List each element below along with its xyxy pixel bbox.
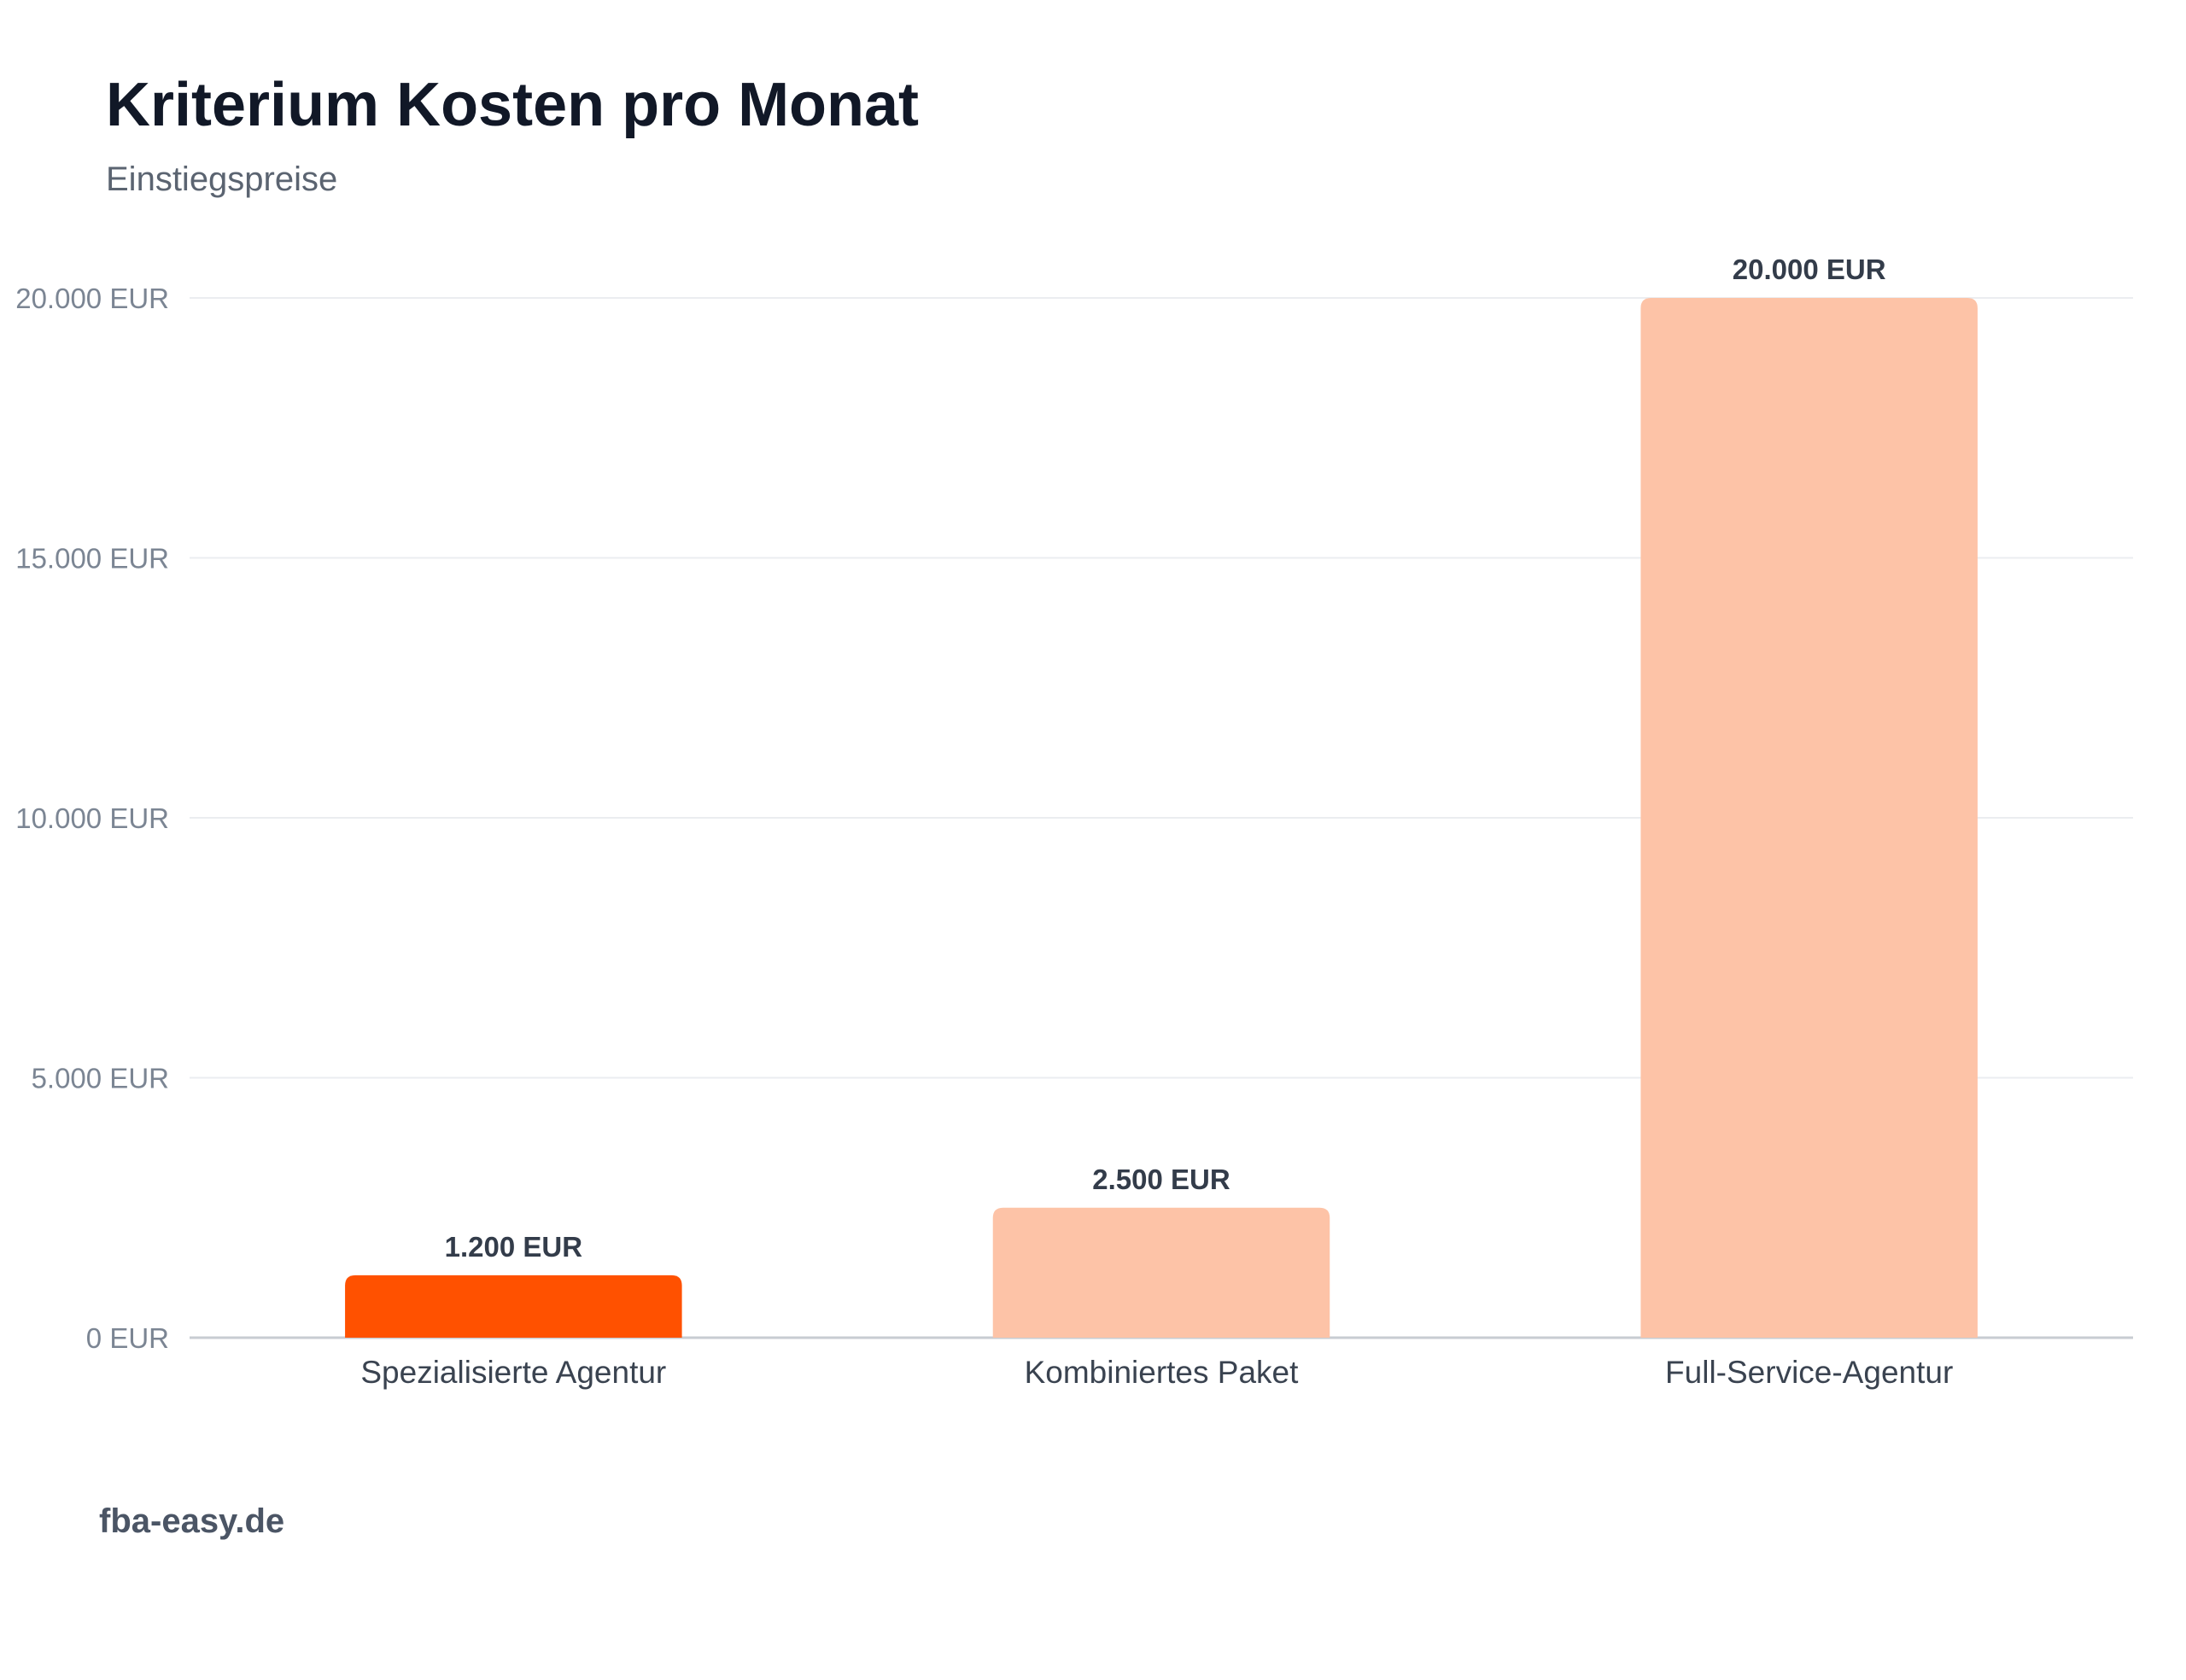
bars — [345, 298, 1978, 1338]
category-label: Full-Service-Agentur — [1665, 1355, 1953, 1390]
y-tick-label: 5.000 EUR — [32, 1063, 169, 1094]
chart-title: Kriterium Kosten pro Monat — [106, 71, 920, 139]
value-label: 1.200 EUR — [445, 1231, 583, 1263]
value-label: 2.500 EUR — [1092, 1164, 1230, 1195]
bar-1 — [345, 1275, 682, 1338]
y-tick-label: 10.000 EUR — [15, 802, 169, 834]
y-tick-label: 15.000 EUR — [15, 543, 169, 575]
bar-2 — [992, 1207, 1330, 1338]
brand-footer: fba-easy.de — [99, 1502, 285, 1540]
bar-3 — [1640, 298, 1978, 1338]
chart-subtitle: Einstiegspreise — [106, 160, 338, 198]
category-label: Kombiniertes Paket — [1025, 1355, 1300, 1390]
y-tick-label: 0 EUR — [86, 1322, 169, 1354]
category-label: Spezialisierte Agentur — [360, 1355, 666, 1390]
value-label: 20.000 EUR — [1733, 254, 1886, 285]
labels: 0 EUR 5.000 EUR 10.000 EUR 15.000 EUR 20.000… — [15, 254, 1953, 1390]
y-tick-label: 20.000 EUR — [15, 283, 169, 314]
